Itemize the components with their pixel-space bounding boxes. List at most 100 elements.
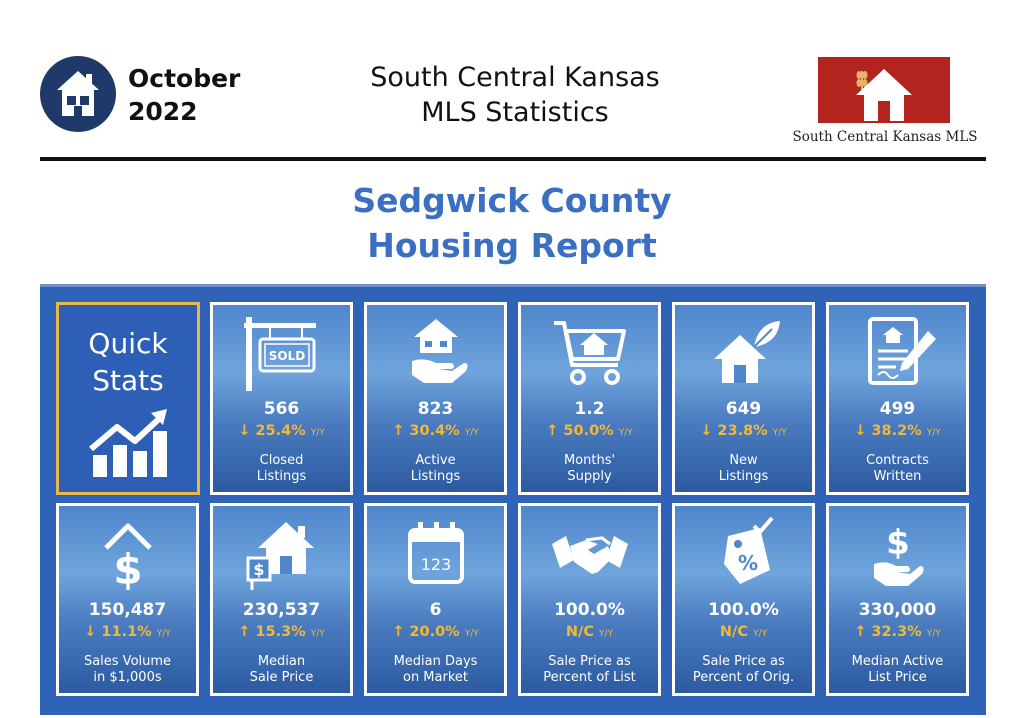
stat-tile-median-active-list-price: $ 330,000 ↑ 32.3% Y/Y Median Active List …: [826, 503, 969, 696]
yy-label: Y/Y: [618, 428, 633, 438]
change-arrow: ↓: [700, 423, 713, 439]
stat-label-line2: Percent of Orig.: [692, 670, 795, 685]
stat-label-line1: New: [729, 453, 758, 468]
stat-tile-median-days-on-market: 123 6 ↑ 20.0% Y/Y Median Days on Market: [364, 503, 507, 696]
stat-change: ↑ 20.0% Y/Y: [367, 624, 504, 640]
change-arrow: ↑: [854, 624, 867, 640]
change-percent: N/C: [565, 624, 594, 640]
yy-label: Y/Y: [753, 629, 768, 639]
stat-label-line2: Supply: [567, 469, 612, 484]
svg-text:%: %: [737, 551, 757, 575]
stat-label-line1: Sale Price as: [702, 654, 785, 669]
report-title: Sedgwick County Housing Report: [212, 178, 812, 268]
header-title-line1: South Central Kansas: [370, 62, 660, 93]
stat-change: ↑ 30.4% Y/Y: [367, 423, 504, 439]
sold-sign-icon: SOLD: [243, 317, 316, 391]
stat-tile-median-sale-price: $ 230,537 ↑ 15.3% Y/Y Median Sale Price: [210, 503, 353, 696]
change-arrow: ↓: [84, 624, 97, 640]
change-arrow: ↑: [392, 423, 405, 439]
stat-change: ↓ 11.1% Y/Y: [59, 624, 196, 640]
stat-change: ↓ 23.8% Y/Y: [675, 423, 812, 439]
calendar-text: 123: [420, 555, 451, 574]
stat-value: 823: [417, 399, 454, 419]
stat-label-line1: Sale Price as: [548, 654, 631, 669]
stat-value: 150,487: [88, 600, 167, 620]
change-percent: 50.0%: [563, 423, 614, 439]
change-percent: 30.4%: [409, 423, 460, 439]
stat-label: Sales Volume in $1,000s: [59, 654, 196, 686]
house-in-hand-icon: [411, 319, 468, 383]
svg-text:$: $: [886, 523, 910, 563]
change-percent: 11.1%: [101, 624, 152, 640]
stat-label-line1: Months': [563, 453, 616, 468]
stat-tile-sale-price-percent-orig: % 100.0% N/C Y/Y Sale Price as Percent of…: [672, 503, 815, 696]
house-badge-icon: [40, 56, 116, 132]
change-arrow: ↓: [854, 423, 867, 439]
stat-label: Sale Price as Percent of Orig.: [675, 654, 812, 686]
stat-value: 100.0%: [554, 600, 625, 620]
mls-logo-icon: [818, 57, 950, 123]
quick-stats-label-line1: Quick: [88, 327, 168, 360]
stat-label-line2: Listings: [410, 469, 461, 484]
change-percent: 15.3%: [255, 624, 306, 640]
house-price-sign-icon: $: [246, 522, 314, 590]
stat-label-line1: Median Active: [851, 654, 944, 669]
stat-label-line1: Median: [257, 654, 306, 669]
stat-label-line2: Listings: [718, 469, 769, 484]
stat-label: Active Listings: [367, 453, 504, 485]
stat-value: 649: [725, 399, 762, 419]
stat-tile-sale-price-percent-list: 100.0% N/C Y/Y Sale Price as Percent of L…: [518, 503, 661, 696]
new-house-leaf-icon: [713, 321, 780, 383]
change-arrow: ↓: [238, 423, 251, 439]
stat-label-line1: Median Days: [393, 654, 478, 669]
change-arrow: ↑: [392, 624, 405, 640]
stat-change: ↑ 50.0% Y/Y: [521, 423, 658, 439]
yy-label: Y/Y: [926, 629, 941, 639]
svg-text:$: $: [253, 560, 264, 579]
stat-tile-months-supply: 1.2 ↑ 50.0% Y/Y Months' Supply: [518, 302, 661, 495]
dollar-hand-icon: $: [873, 523, 924, 586]
contract-pen-icon: [867, 317, 936, 385]
svg-text:SOLD: SOLD: [268, 349, 304, 363]
report-date: October 2022: [128, 62, 240, 128]
house-dollar-icon: $: [103, 523, 152, 594]
stat-label: Closed Listings: [213, 453, 350, 485]
stat-label: Contracts Written: [829, 453, 966, 485]
stat-value: 230,537: [242, 600, 321, 620]
yy-label: Y/Y: [464, 428, 479, 438]
stat-tile-contracts-written: 499 ↓ 38.2% Y/Y Contracts Written: [826, 302, 969, 495]
calendar-icon: 123: [407, 522, 464, 584]
yy-label: Y/Y: [599, 629, 614, 639]
quick-stats-card: Quick Stats: [56, 302, 200, 495]
change-percent: 20.0%: [409, 624, 460, 640]
stat-value: 6: [429, 600, 442, 620]
report-title-line2: Housing Report: [367, 226, 657, 265]
stat-change: ↑ 32.3% Y/Y: [829, 624, 966, 640]
change-arrow: ↑: [238, 624, 251, 640]
stat-label-line2: Written: [873, 469, 922, 484]
report-year: 2022: [128, 97, 198, 126]
yy-label: Y/Y: [310, 629, 325, 639]
yy-label: Y/Y: [772, 428, 787, 438]
change-percent: N/C: [719, 624, 748, 640]
stat-value: 100.0%: [708, 600, 779, 620]
stat-label-line2: in $1,000s: [93, 670, 162, 685]
change-percent: 38.2%: [871, 423, 922, 439]
stat-label: Sale Price as Percent of List: [521, 654, 658, 686]
stat-change: N/C Y/Y: [521, 624, 658, 640]
stat-change: ↓ 25.4% Y/Y: [213, 423, 350, 439]
header-divider: [40, 157, 986, 161]
yy-label: Y/Y: [310, 428, 325, 438]
stat-label-line2: Sale Price: [249, 670, 314, 685]
stat-label-line2: Listings: [256, 469, 307, 484]
stat-label-line1: Closed: [259, 453, 304, 468]
rising-chart-icon: [89, 409, 167, 477]
quick-stats-label: Quick Stats: [59, 325, 197, 399]
stat-label-line2: Percent of List: [543, 670, 636, 685]
header-title: South Central Kansas MLS Statistics: [300, 60, 730, 130]
handshake-icon: [551, 536, 628, 574]
stat-change: ↑ 15.3% Y/Y: [213, 624, 350, 640]
yy-label: Y/Y: [926, 428, 941, 438]
stat-tile-new-listings: 649 ↓ 23.8% Y/Y New Listings: [672, 302, 815, 495]
stat-label: Months' Supply: [521, 453, 658, 485]
